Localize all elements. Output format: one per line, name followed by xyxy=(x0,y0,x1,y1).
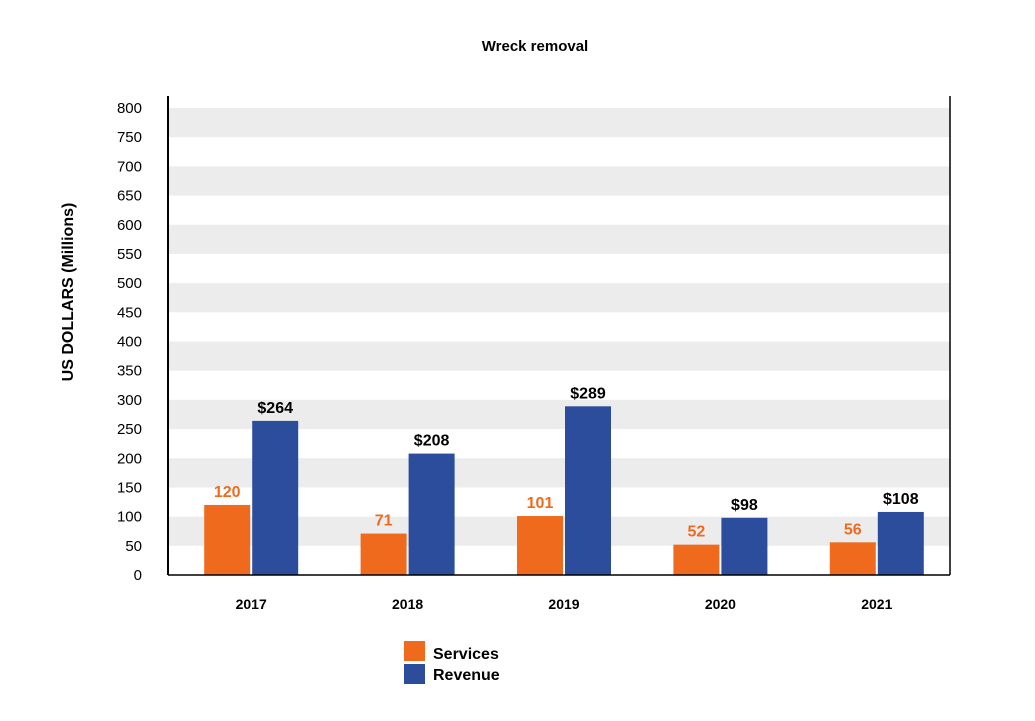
y-tick-label: 400 xyxy=(117,334,142,351)
x-tick-label: 2021 xyxy=(861,596,892,612)
x-tick-label: 2017 xyxy=(236,596,267,612)
y-tick-label: 350 xyxy=(117,363,142,380)
legend-swatch-revenue xyxy=(404,664,425,684)
data-label-services: 52 xyxy=(688,524,706,541)
legend-label-revenue: Revenue xyxy=(433,667,500,684)
y-tick-label: 650 xyxy=(117,188,142,205)
bar-revenue xyxy=(408,453,455,575)
x-tick-labels: 2017 2018 2019 2020 2021 xyxy=(236,596,893,612)
grid-band xyxy=(169,341,950,371)
data-label-revenue: $264 xyxy=(257,400,293,417)
data-label-revenue: $289 xyxy=(570,385,606,402)
legend-label-services: Services xyxy=(433,646,499,663)
data-label-revenue: $208 xyxy=(414,433,450,450)
y-tick-label: 250 xyxy=(117,421,142,438)
grid-band xyxy=(169,166,950,196)
legend-swatch-services xyxy=(404,641,425,661)
data-label-revenue: $108 xyxy=(883,491,919,508)
y-tick-label: 550 xyxy=(117,246,142,263)
legend: Services Revenue xyxy=(404,641,500,684)
data-label-revenue: $98 xyxy=(731,497,758,514)
y-tick-label: 200 xyxy=(117,450,142,467)
bar-services xyxy=(673,544,720,575)
data-label-services: 71 xyxy=(375,513,393,530)
y-tick-label: 100 xyxy=(117,509,142,526)
grid-band xyxy=(169,283,950,313)
chart-title: Wreck removal xyxy=(482,38,588,55)
bar-revenue xyxy=(252,420,299,575)
grid-band xyxy=(169,399,950,430)
bar-services xyxy=(360,533,407,575)
y-tick-label: 600 xyxy=(117,217,142,234)
grid-band xyxy=(169,108,950,138)
grid-band xyxy=(169,224,950,254)
bar-revenue xyxy=(877,511,924,575)
y-tick-label: 0 xyxy=(134,567,142,584)
data-label-services: 101 xyxy=(527,495,554,512)
axes-group xyxy=(167,96,951,576)
y-tick-label: 700 xyxy=(117,158,142,175)
bar-services xyxy=(829,542,876,575)
y-tick-label: 750 xyxy=(117,129,142,146)
data-label-services: 120 xyxy=(214,484,241,501)
y-tick-label: 450 xyxy=(117,304,142,321)
bar-services xyxy=(517,516,563,575)
grid-bands xyxy=(169,108,950,546)
bars-group xyxy=(204,406,924,575)
y-tick-label: 300 xyxy=(117,392,142,409)
bar-services xyxy=(204,504,251,575)
x-tick-label: 2019 xyxy=(548,596,579,612)
data-labels: 120 $264 71 $208 101 $289 52 $98 56 $108 xyxy=(214,385,919,540)
x-tick-label: 2020 xyxy=(705,596,736,612)
y-tick-labels: 0 50 100 150 200 250 300 350 400 450 500 550 600 650 7… xyxy=(117,100,142,584)
x-tick-label: 2018 xyxy=(392,596,423,612)
data-label-services: 56 xyxy=(844,521,862,538)
y-tick-label: 800 xyxy=(117,100,142,117)
y-tick-label: 50 xyxy=(125,538,142,555)
bar-revenue xyxy=(565,406,611,575)
grid-band xyxy=(169,458,950,488)
bar-revenue xyxy=(721,517,768,575)
y-tick-label: 500 xyxy=(117,275,142,292)
y-tick-label: 150 xyxy=(117,479,142,496)
y-axis-label: US DOLLARS (Millions) xyxy=(60,203,77,382)
